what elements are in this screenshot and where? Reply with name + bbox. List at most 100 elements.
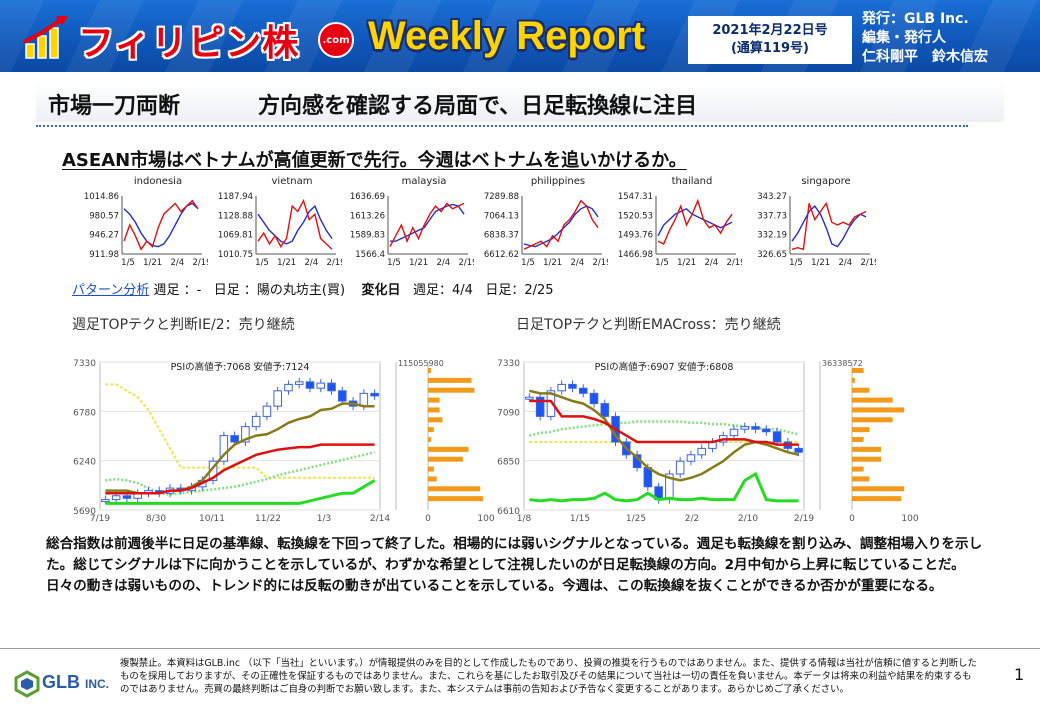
- histogram-bar: [852, 368, 864, 373]
- histogram-bar: [852, 377, 855, 383]
- histogram-bar: [428, 486, 481, 492]
- mini-y-tick-label: 1520.53: [618, 211, 653, 221]
- mini-y-tick-label: 980.57: [89, 211, 119, 221]
- candle-body: [338, 390, 347, 402]
- x-tick-label: 10/11: [199, 514, 225, 524]
- mini-red-series: [123, 199, 199, 251]
- candle-body: [772, 431, 782, 443]
- candle-body: [294, 381, 304, 385]
- mini-x-tick-label: 1/5: [789, 258, 803, 268]
- x-tick-label: 11/22: [255, 514, 281, 524]
- issue-date-box: 2021年2月22日号 (通算119号): [688, 16, 852, 64]
- candle-body: [794, 447, 803, 453]
- mini-blue-series: [791, 205, 867, 248]
- mini-blue-series: [523, 205, 599, 248]
- histogram-bar: [428, 496, 484, 502]
- mini-y-tick-label: 1613.26: [350, 211, 385, 221]
- mini-red-series: [657, 198, 733, 245]
- mini-red-series: [523, 199, 599, 250]
- mini-chart-name: vietnam: [271, 176, 313, 187]
- candle-body: [525, 396, 534, 400]
- pattern-analysis-link[interactable]: パターン分析: [72, 283, 150, 298]
- candle-body: [675, 460, 685, 475]
- mini-chart-malaysia: malaysia 1636.69 1613.26 1589.83 1566.4 1/5 1/…: [344, 176, 474, 272]
- daily-change-day: 日足：2/25: [485, 283, 554, 298]
- brand-title: フィリピン株: [78, 23, 300, 64]
- psi-dotted-line: [105, 383, 375, 479]
- mini-y-tick-label: 6838.37: [484, 231, 519, 241]
- mini-y-tick-label: 1589.83: [350, 231, 385, 241]
- mini-chart-plot: 1636.69 1613.26 1589.83 1566.41/5 1/21 2/4 2/1…: [350, 192, 474, 268]
- x-tick-label: 1/15: [570, 514, 590, 524]
- histogram-tick-label: 0: [849, 514, 855, 524]
- base-line: [105, 443, 375, 495]
- mini-chart-singapore: singapore 343.27 337.73 332.19 326.65 1/5 1/21…: [746, 176, 876, 272]
- histogram-bar: [428, 446, 469, 452]
- candle-body: [535, 396, 545, 417]
- glb-logo-name: GLB: [42, 672, 80, 692]
- psi-label: PSIの高値予:6907 安値予:6808: [595, 361, 734, 373]
- histogram-bar: [852, 466, 864, 472]
- glb-logo-text: GLB INC.: [42, 672, 109, 693]
- candle-body: [101, 499, 110, 503]
- candle-body: [273, 390, 282, 407]
- mini-x-tick-label: 1/21: [811, 258, 830, 268]
- histogram-tick-label: 100: [901, 514, 918, 524]
- mini-x-tick-label: 1/5: [387, 258, 401, 268]
- mini-x-tick-label: 2/4: [304, 258, 318, 268]
- y-tick-label: 7330: [73, 359, 96, 369]
- candle-body: [751, 426, 760, 430]
- mini-x-tick-label: 2/4: [838, 258, 852, 268]
- x-tick-label: 7/19: [90, 514, 110, 524]
- mini-x-tick-label: 1/21: [543, 258, 562, 268]
- x-tick-label: 2/10: [738, 514, 758, 524]
- mini-y-tick-label: 343.27: [757, 192, 787, 202]
- mini-y-tick-label: 946.27: [89, 231, 119, 241]
- disclaimer-text: 複製禁止。本資料はGLB.inc （以下「当社」といいます。）が情報提供のみを目…: [120, 658, 977, 695]
- y-tick-label: 7090: [497, 408, 520, 418]
- mini-x-tick-label: 2/4: [570, 258, 584, 268]
- candle-body: [578, 387, 588, 394]
- mini-blue-series: [257, 204, 333, 245]
- mini-blue-series: [390, 203, 465, 242]
- x-tick-label: 2/14: [370, 514, 390, 524]
- mini-x-tick-label: 1/5: [521, 258, 535, 268]
- mini-y-tick-label: 1547.31: [618, 192, 653, 202]
- histogram-bar: [852, 397, 893, 403]
- candle-body: [740, 426, 750, 430]
- commentary-paragraph: 総合指数は前週後半に日足の基準線、転換線を下回って終了した。相場的には弱いシグナ…: [46, 536, 983, 594]
- candle-body: [568, 383, 577, 389]
- y-tick-label: 5690: [73, 507, 96, 517]
- mini-y-tick-label: 1493.76: [618, 231, 653, 241]
- mini-y-tick-label: 332.19: [757, 231, 787, 241]
- report-header: フィリピン株 .com Weekly Report 2021年2月22日号 (通…: [0, 0, 1040, 72]
- mini-chart-name: thailand: [671, 176, 713, 187]
- histogram-bar: [428, 476, 437, 482]
- candle-body: [230, 435, 239, 443]
- issue-number: (通算119号): [730, 41, 810, 56]
- mini-x-tick-label: 1/5: [121, 258, 135, 268]
- publisher-line-1: 発行：GLB Inc.: [862, 11, 969, 27]
- x-tick-label: 2/19: [794, 514, 814, 524]
- mini-chart-plot: 1014.86 980.57 946.27 911.981/5 1/21 2/4 2/19: [84, 192, 208, 268]
- histogram-bar: [852, 446, 881, 452]
- histogram-bar: [428, 377, 472, 383]
- mini-chart-name: malaysia: [401, 176, 447, 187]
- plot-frame: [99, 361, 381, 511]
- mini-chart-philippines: philippines 7289.88 7064.13 6838.37 6612.62 1…: [478, 176, 608, 272]
- publisher-line-2: 編集・発行人: [862, 30, 946, 46]
- daily-pattern: 日足 ：陽の丸坊主(買): [213, 283, 346, 298]
- publisher-info: 発行：GLB Inc. 編集・発行人 仁科剛平 鈴木信宏: [862, 10, 988, 67]
- histogram-bar: [852, 387, 870, 393]
- histogram-bar: [852, 456, 881, 462]
- mini-y-tick-label: 337.73: [757, 211, 787, 221]
- subheadline: ASEAN市場はベトナムが高値更新で先行。今週はベトナムを追いかけるか。: [62, 150, 687, 171]
- mini-y-tick-label: 1636.69: [350, 192, 385, 202]
- mini-y-tick-label: 1010.75: [218, 250, 253, 260]
- mini-blue-series: [123, 202, 199, 248]
- histogram-bar: [428, 417, 443, 423]
- weekly-chart-title: 週足TOPテクと判断IE/2：売り継続: [72, 317, 295, 333]
- candle-body: [262, 405, 272, 417]
